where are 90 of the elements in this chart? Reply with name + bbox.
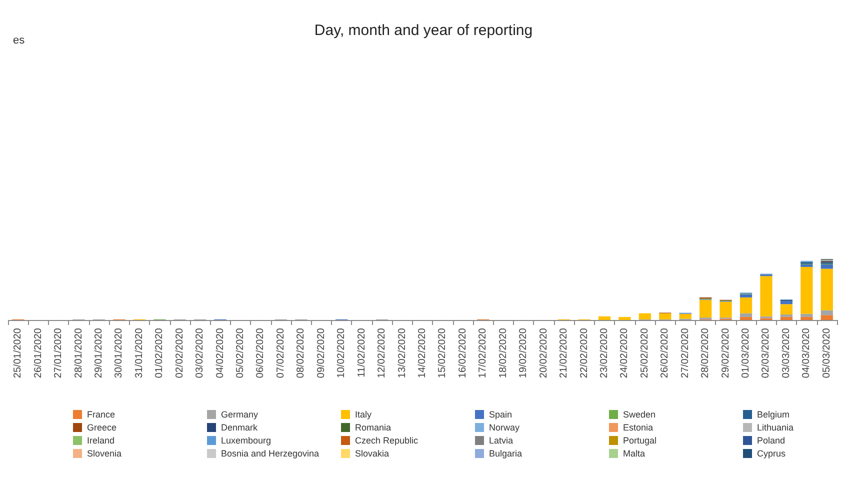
legend-label: Sweden (623, 410, 656, 420)
x-tick-label: 29/01/2020 (93, 328, 104, 378)
bar (740, 316, 752, 320)
legend-label: Cyprus (757, 448, 786, 458)
bar (598, 316, 611, 320)
bar (780, 316, 793, 320)
legend-label: Italy (355, 410, 372, 420)
bar (679, 314, 692, 319)
legend-label: Ireland (87, 436, 115, 446)
x-tick-label: 03/03/2020 (780, 328, 792, 378)
bar (700, 300, 712, 318)
bar (820, 310, 833, 316)
legend-label: Germany (221, 410, 259, 420)
x-tick-label: 30/01/2020 (114, 328, 125, 378)
bar (618, 316, 631, 320)
legend-label: Belgium (757, 410, 790, 420)
legend-label: France (87, 410, 116, 420)
x-tick-label: 23/02/2020 (598, 328, 610, 378)
x-tick-label: 25/02/2020 (639, 328, 650, 378)
legend-label: Norway (489, 422, 520, 432)
x-tick-label: 06/02/2020 (255, 328, 266, 378)
bar (760, 276, 772, 316)
legend-label: Romania (355, 422, 392, 432)
bar (820, 268, 833, 310)
x-tick-label: 31/01/2020 (134, 328, 145, 378)
x-tick-label: 25/01/2020 (12, 328, 24, 378)
legend-label: Slovakia (355, 448, 390, 458)
bar (820, 264, 833, 269)
x-tick-label: 02/03/2020 (760, 328, 772, 378)
legend-label: Portugal (623, 436, 657, 446)
x-tick-label: 22/02/2020 (578, 328, 590, 378)
x-tick-label: 01/03/2020 (740, 328, 752, 378)
chart-title: Day, month and year of reporting (314, 22, 533, 39)
x-tick-label: 16/02/2020 (457, 328, 468, 378)
x-tick-label: 10/02/2020 (336, 328, 348, 378)
legend-label: Poland (757, 436, 786, 446)
x-tick-label: 04/03/2020 (801, 328, 812, 378)
x-tick-label: 28/02/2020 (700, 328, 712, 378)
x-tick-label: 20/02/2020 (538, 328, 550, 378)
x-tick-label: 04/02/2020 (214, 328, 226, 378)
legend-label: Greece (87, 422, 117, 432)
x-tick-label: 27/01/2020 (53, 328, 64, 378)
legend-label: Bosnia and Herzegovina (221, 448, 320, 458)
x-tick-label: 29/02/2020 (720, 328, 732, 378)
legend-label: Slovenia (87, 448, 122, 458)
legend-label: Estonia (623, 422, 654, 432)
x-tick-label: 28/01/2020 (73, 328, 84, 378)
x-tick-label: 08/02/2020 (296, 328, 307, 378)
legend-label: Denmark (221, 422, 258, 432)
x-tick-label: 21/02/2020 (558, 328, 570, 378)
bar (800, 316, 813, 320)
bar (800, 266, 813, 314)
bar (740, 297, 752, 314)
x-tick-label: 09/02/2020 (316, 328, 327, 378)
x-tick-label: 11/02/2020 (356, 328, 368, 378)
bar (780, 301, 793, 304)
legend-label: Latvia (489, 436, 514, 446)
text: es (13, 34, 26, 46)
legend-label: Spain (489, 410, 512, 420)
x-tick-label: 18/02/2020 (498, 328, 509, 378)
x-tick-label: 02/02/2020 (174, 328, 186, 378)
bar (780, 304, 793, 315)
bar (740, 313, 752, 317)
x-tick-label: 12/02/2020 (376, 328, 388, 378)
legend-label: Malta (623, 448, 646, 458)
bar (820, 315, 833, 320)
x-tick-label: 05/02/2020 (235, 328, 246, 378)
bar (800, 314, 813, 317)
x-tick-label: 15/02/2020 (437, 328, 448, 378)
bar (740, 294, 752, 298)
x-tick-label: 13/02/2020 (396, 328, 408, 378)
bar (659, 313, 672, 320)
legend-label: Lithuania (757, 422, 794, 432)
x-tick-label: 27/02/2020 (680, 328, 691, 378)
x-tick-label: 05/03/2020 (821, 328, 832, 378)
x-tick-label: 14/02/2020 (417, 328, 428, 378)
x-tick-label: 26/01/2020 (32, 328, 44, 378)
x-tick-label: 03/02/2020 (194, 328, 206, 378)
x-tick-label: 07/02/2020 (275, 328, 286, 378)
x-tick-label: 17/02/2020 (478, 328, 489, 378)
bar (720, 302, 732, 318)
bar (638, 313, 651, 320)
bar (800, 264, 813, 267)
x-tick-label: 26/02/2020 (660, 328, 671, 378)
legend-label: Bulgaria (489, 448, 522, 458)
legend-label: Luxembourg (221, 436, 272, 446)
x-tick-label: 19/02/2020 (518, 328, 530, 378)
x-tick-label: 01/02/2020 (154, 328, 166, 378)
legend-label: Czech Republic (355, 436, 419, 446)
x-tick-label: 24/02/2020 (619, 328, 630, 378)
